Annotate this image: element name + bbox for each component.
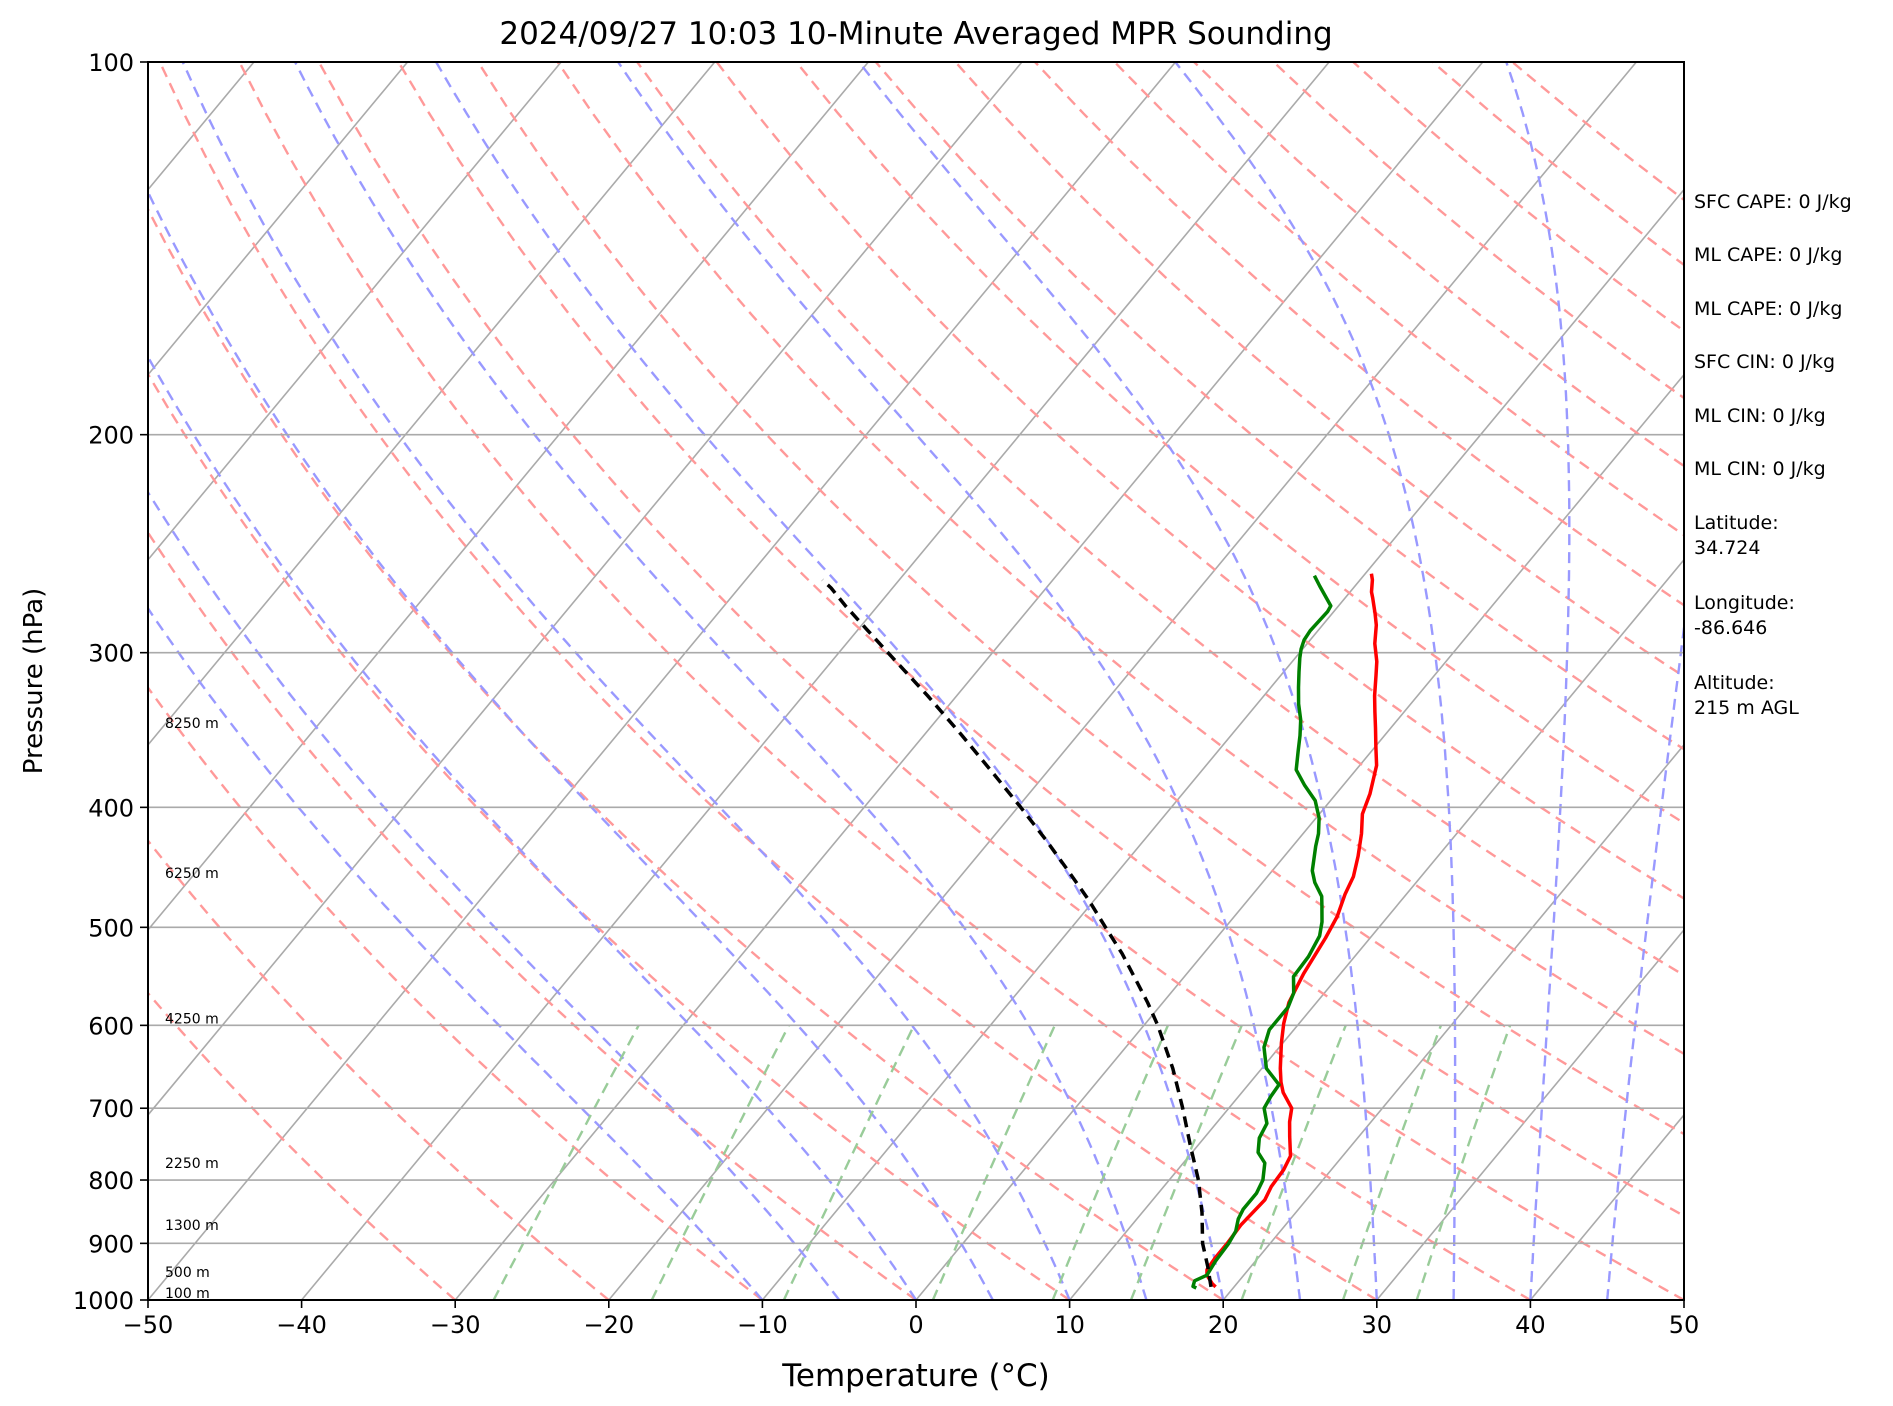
x-tick-label: 0 (908, 1311, 923, 1339)
height-label: 4250 m (165, 1012, 219, 1028)
y-tick-label: 700 (88, 1095, 134, 1123)
x-axis-label: Temperature (°C) (781, 1358, 1050, 1394)
moist-adiabat-line (148, 189, 994, 1300)
x-tick-label: 50 (1669, 1311, 1700, 1339)
isotherm-line (454, 62, 1484, 1300)
dry-adiabat-line (874, 62, 1684, 751)
dry-adiabat-line (148, 685, 764, 1300)
x-tick-label: −30 (430, 1311, 481, 1339)
y-axis-ticks: 100 200 300 400 500 600 700 800 900 1000 (73, 49, 148, 1315)
dry-adiabat-line (238, 62, 1532, 1300)
y-tick-label: 200 (88, 422, 134, 450)
isotherm-line (148, 62, 1177, 1300)
y-tick-label: 500 (88, 914, 134, 942)
isotherm-line (608, 62, 1637, 1300)
height-label: 8250 m (165, 716, 219, 732)
mixing-ratio-line (650, 1024, 790, 1300)
isotherm-line (0, 62, 100, 1300)
cape-sfc: SFC CAPE: 0 J/kg (1694, 191, 1852, 213)
cin-sfc: SFC CIN: 0 J/kg (1694, 351, 1836, 373)
background-lines (0, 62, 1684, 1300)
chart-title: 2024/09/27 10:03 10-Minute Averaged MPR … (499, 16, 1332, 52)
isotherm-line (148, 62, 562, 562)
dry-adiabat-line (556, 62, 1684, 1056)
cape-ml-2: ML CAPE: 0 J/kg (1694, 298, 1843, 320)
dry-adiabat-line (148, 991, 456, 1300)
y-tick-label: 1000 (73, 1287, 134, 1315)
isotherm-line (915, 373, 1684, 1300)
dry-adiabat-line (148, 206, 1224, 1300)
x-tick-label: −20 (583, 1311, 634, 1339)
longitude: Longitude: -86.646 (1694, 592, 1795, 639)
altitude: Altitude: 215 m AGL (1694, 672, 1799, 719)
moist-adiabat-line (148, 606, 764, 1300)
dry-adiabat-line (715, 62, 1684, 900)
height-label: 1300 m (165, 1218, 219, 1234)
x-tick-label: 30 (1362, 1311, 1393, 1339)
mixing-ratio-line (1341, 1024, 1443, 1300)
x-tick-label: −40 (276, 1311, 327, 1339)
moist-adiabat-line (1505, 62, 1571, 1300)
height-label: 100 m (165, 1286, 210, 1302)
dry-adiabat-line (148, 530, 917, 1300)
x-tick-label: −50 (123, 1311, 174, 1339)
moist-adiabat-line (294, 62, 1148, 1300)
height-labels: 8250 m 6250 m 4250 m 2250 m 1300 m 500 m 100 m (165, 716, 219, 1302)
moist-adiabat-line (617, 62, 1302, 1300)
y-tick-label: 300 (88, 640, 134, 668)
isotherm-line (300, 62, 1330, 1300)
moist-adiabat-line (181, 62, 1071, 1300)
dry-adiabat-line (1034, 62, 1684, 607)
isotherm-line (1376, 928, 1684, 1300)
parcel-line (821, 578, 1213, 1288)
y-tick-label: 800 (88, 1167, 134, 1195)
isotherm-line (148, 62, 409, 376)
x-tick-label: 10 (1054, 1311, 1085, 1339)
dewpoint-line (1191, 574, 1333, 1290)
moist-adiabat-line (148, 354, 918, 1300)
moist-adiabat-line (1174, 62, 1457, 1300)
x-axis-ticks: −50 −40 −30 −20 −10 0 10 20 30 40 50 (123, 1300, 1700, 1339)
dry-adiabat-line (476, 62, 1684, 1136)
height-label: 500 m (165, 1265, 210, 1281)
dry-adiabat-line (317, 62, 1684, 1300)
height-label: 6250 m (165, 866, 219, 882)
x-tick-label: 40 (1515, 1311, 1546, 1339)
mixing-ratio-line (931, 1024, 1056, 1300)
cape-ml-1: ML CAPE: 0 J/kg (1694, 244, 1843, 266)
isotherm-line (148, 62, 1023, 1117)
isotherm-line (148, 62, 716, 747)
temperature-line (1205, 573, 1379, 1289)
dry-adiabat-line (158, 62, 1378, 1300)
moist-adiabat-line (435, 62, 1225, 1300)
cin-ml-2: ML CIN: 0 J/kg (1694, 458, 1826, 480)
isotherm-line (1068, 558, 1684, 1300)
x-tick-label: 20 (1208, 1311, 1239, 1339)
isotherm-line (761, 188, 1684, 1300)
mixing-ratio-line (1129, 1024, 1243, 1300)
mixing-ratio-line (1415, 1024, 1512, 1300)
isotherm-line (148, 62, 869, 932)
pressure-gridlines (148, 62, 1684, 1300)
profile-lines (821, 573, 1379, 1290)
isotherm-line (1222, 743, 1684, 1300)
cin-ml-1: ML CIN: 0 J/kg (1694, 405, 1826, 427)
latitude: Latitude: 34.724 (1694, 512, 1779, 559)
dry-adiabat-line (148, 371, 1071, 1300)
height-label: 2250 m (165, 1156, 219, 1172)
dry-adiabat-line (397, 62, 1684, 1218)
y-tick-label: 100 (88, 49, 134, 77)
y-tick-label: 900 (88, 1230, 134, 1258)
x-tick-label: −10 (737, 1311, 788, 1339)
dry-adiabat-line (148, 838, 610, 1300)
moist-adiabat-line (148, 490, 841, 1300)
y-tick-label: 400 (88, 794, 134, 822)
y-axis-label: Pressure (hPa) (19, 588, 49, 775)
mixing-ratio-line (492, 1024, 640, 1300)
y-tick-label: 600 (88, 1012, 134, 1040)
mixing-ratio-line (1240, 1024, 1347, 1300)
moist-adiabat-line (857, 62, 1378, 1300)
